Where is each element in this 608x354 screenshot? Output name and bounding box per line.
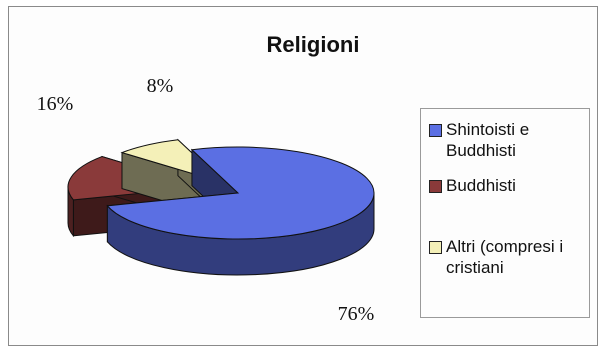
legend: Shintoisti e Buddhisti Buddhisti Altri (… — [420, 108, 590, 318]
legend-swatch — [429, 124, 442, 137]
legend-item: Altri (compresi i cristiani — [429, 236, 585, 278]
legend-item: Buddhisti — [429, 175, 585, 196]
legend-item: Shintoisti e Buddhisti — [429, 119, 585, 161]
data-label-1: 16% — [37, 93, 74, 115]
chart-title: Religioni — [267, 32, 360, 57]
legend-label: Shintoisti e Buddhisti — [446, 120, 530, 160]
legend-swatch — [429, 241, 442, 254]
data-label-2: 8% — [147, 75, 174, 97]
pie-slice — [106, 146, 375, 276]
data-label-0: 76% — [338, 303, 375, 325]
legend-label: Buddhisti — [446, 176, 516, 195]
legend-label: Altri (compresi i cristiani — [446, 237, 564, 277]
legend-swatch — [429, 180, 442, 193]
